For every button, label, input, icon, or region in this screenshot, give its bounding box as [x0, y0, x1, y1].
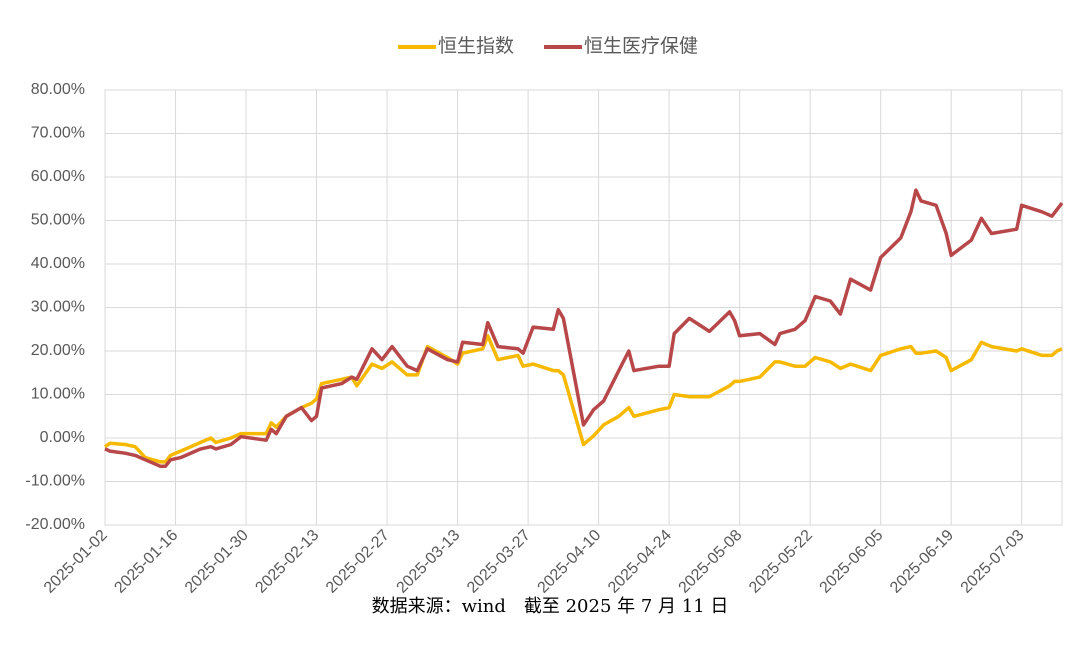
- x-tick-label: 2025-01-02: [41, 527, 111, 597]
- y-tick-label: 10.00%: [31, 386, 85, 403]
- y-tick-label: 80.00%: [31, 81, 85, 98]
- x-tick-label: 2025-04-10: [535, 527, 605, 597]
- legend-label: 恒生医疗保健: [584, 35, 698, 57]
- y-tick-label: 20.00%: [31, 342, 85, 359]
- x-tick-label: 2025-06-19: [887, 527, 957, 597]
- series-line: [103, 334, 1063, 464]
- y-tick-label: 40.00%: [31, 255, 85, 272]
- x-tick-label: 2025-04-24: [605, 527, 675, 597]
- x-tick-label: 2025-06-05: [817, 527, 887, 597]
- x-tick-label: 2025-01-16: [111, 527, 181, 597]
- source-note: 数据来源：wind 截至 2025 年 7 月 11 日: [372, 596, 729, 617]
- y-tick-label: 50.00%: [31, 212, 85, 229]
- y-tick-label: 0.00%: [40, 429, 85, 446]
- y-tick-label: 70.00%: [31, 125, 85, 142]
- x-tick-label: 2025-03-13: [393, 527, 463, 597]
- y-tick-label: 30.00%: [31, 299, 85, 316]
- x-tick-label: 2025-05-22: [746, 527, 816, 597]
- series-line: [104, 188, 1064, 469]
- y-tick-label: 60.00%: [31, 168, 85, 185]
- x-tick-label: 2025-03-27: [464, 527, 534, 597]
- legend-label: 恒生指数: [438, 35, 514, 57]
- x-tick-label: 2025-02-27: [323, 527, 393, 597]
- y-tick-label: -20.00%: [25, 516, 85, 533]
- y-tick-label: -10.00%: [25, 473, 85, 490]
- x-tick-label: 2025-01-30: [182, 527, 252, 597]
- x-tick-label: 2025-02-13: [252, 527, 322, 597]
- x-tick-label: 2025-05-08: [676, 527, 746, 597]
- legend: 恒生指数 恒生医疗保健: [398, 35, 698, 57]
- x-tick-label: 2025-07-03: [958, 527, 1028, 597]
